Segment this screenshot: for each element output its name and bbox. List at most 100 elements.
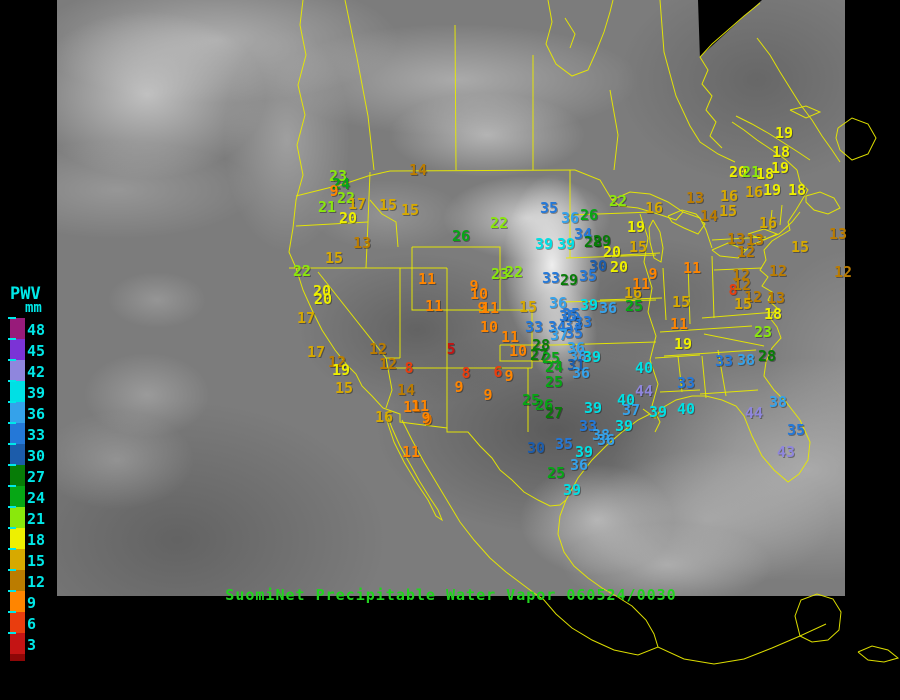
legend-value-label: 15 <box>27 552 46 570</box>
station-value: 35 <box>561 305 581 323</box>
legend-swatch <box>8 611 25 633</box>
legend-tick <box>8 464 16 466</box>
station-value: 39 <box>614 417 634 435</box>
station-value: 9 <box>483 386 493 404</box>
station-value: 33 <box>676 374 696 392</box>
legend-tick <box>8 359 16 361</box>
station-value: 16 <box>744 183 764 201</box>
station-value: 19 <box>762 181 782 199</box>
legend-value-label: 6 <box>27 615 37 633</box>
station-value: 9 <box>454 378 464 396</box>
station-value: 13 <box>766 289 786 307</box>
legend-value-label: 33 <box>27 426 46 444</box>
station-value: 39 <box>574 443 594 461</box>
legend-value-label: 9 <box>27 594 37 612</box>
station-value: 20 <box>602 243 622 261</box>
legend-swatch <box>8 464 25 486</box>
station-value: 36 <box>598 299 618 317</box>
station-value: 27 <box>529 346 549 364</box>
station-value: 15 <box>378 196 398 214</box>
legend-tick <box>8 338 16 340</box>
station-value: 15 <box>628 238 648 256</box>
station-value: 38 <box>591 426 611 444</box>
station-value: 20 <box>728 163 748 181</box>
station-value: 11 <box>631 275 651 293</box>
station-value: 19 <box>673 335 693 353</box>
station-value: 37 <box>621 401 641 419</box>
legend-value-label: 27 <box>27 468 46 486</box>
station-value: 38 <box>568 347 588 365</box>
station-value: 9 <box>648 265 658 283</box>
station-value: 40 <box>634 359 654 377</box>
station-value: 36 <box>566 339 586 357</box>
legend-tick <box>8 569 16 571</box>
station-value: 25 <box>544 373 564 391</box>
legend-tick <box>8 527 16 529</box>
station-value: 39 <box>579 296 599 314</box>
station-value: 16 <box>374 408 394 426</box>
station-value: 14 <box>408 161 428 179</box>
station-value: 12 <box>768 262 788 280</box>
station-value: 8 <box>461 364 471 382</box>
station-value: 13 <box>828 225 848 243</box>
station-value: 26 <box>579 206 599 224</box>
station-value: 36 <box>548 294 568 312</box>
station-value: 11 <box>402 398 422 416</box>
legend-value-label: 39 <box>27 384 46 402</box>
station-value: 29 <box>592 232 612 250</box>
station-value: 22 <box>489 214 509 232</box>
station-value: 9 <box>423 411 433 429</box>
station-value: 35 <box>554 435 574 453</box>
station-value: 20 <box>312 282 332 300</box>
station-value: 22 <box>336 189 356 207</box>
legend-underflow-swatch <box>10 654 25 661</box>
legend-swatch <box>8 527 25 549</box>
station-value: 11 <box>424 297 444 315</box>
station-value: 20 <box>609 258 629 276</box>
station-value: 23 <box>753 323 773 341</box>
legend-tick <box>8 548 16 550</box>
station-value: 18 <box>771 143 791 161</box>
station-value: 12 <box>378 355 398 373</box>
station-value: 33 <box>714 352 734 370</box>
station-value: 33 <box>578 417 598 435</box>
legend-tick <box>8 506 16 508</box>
station-value: 30 <box>526 439 546 457</box>
station-value: 16 <box>719 187 739 205</box>
station-value: 11 <box>682 259 702 277</box>
station-value: 20 <box>313 290 333 308</box>
legend-value-label: 3 <box>27 636 37 654</box>
station-value: 18 <box>787 181 807 199</box>
station-value: 18 <box>755 165 775 183</box>
legend-swatch <box>8 632 25 654</box>
station-value: 33 <box>563 316 583 334</box>
station-value: 11 <box>480 299 500 317</box>
legend-swatch <box>8 485 25 507</box>
station-value: 16 <box>623 284 643 302</box>
station-value: 28 <box>757 347 777 365</box>
station-value: 34 <box>547 318 567 336</box>
station-value: 36 <box>560 209 580 227</box>
image-title: SuomiNet Precipitable Water Vapor 060524… <box>225 586 677 604</box>
legend-title: PWV <box>10 284 41 304</box>
station-value: 35 <box>539 199 559 217</box>
station-value: 6 <box>493 363 503 381</box>
station-value: 9 <box>504 367 514 385</box>
legend-value-label: 36 <box>27 405 46 423</box>
station-value: 26 <box>534 396 554 414</box>
station-value: 12 <box>833 263 853 281</box>
legend-tick <box>8 611 16 613</box>
legend-swatch <box>8 380 25 402</box>
station-value: 11 <box>410 397 430 415</box>
station-value: 31 <box>566 356 586 374</box>
legend-swatch <box>8 506 25 528</box>
station-value: 15 <box>334 379 354 397</box>
station-value: 13 <box>745 231 765 249</box>
station-value: 38 <box>736 351 756 369</box>
station-value: 9 <box>477 299 487 317</box>
station-value: 23 <box>328 167 348 185</box>
station-value: 12 <box>736 243 756 261</box>
station-value: 15 <box>733 295 753 313</box>
